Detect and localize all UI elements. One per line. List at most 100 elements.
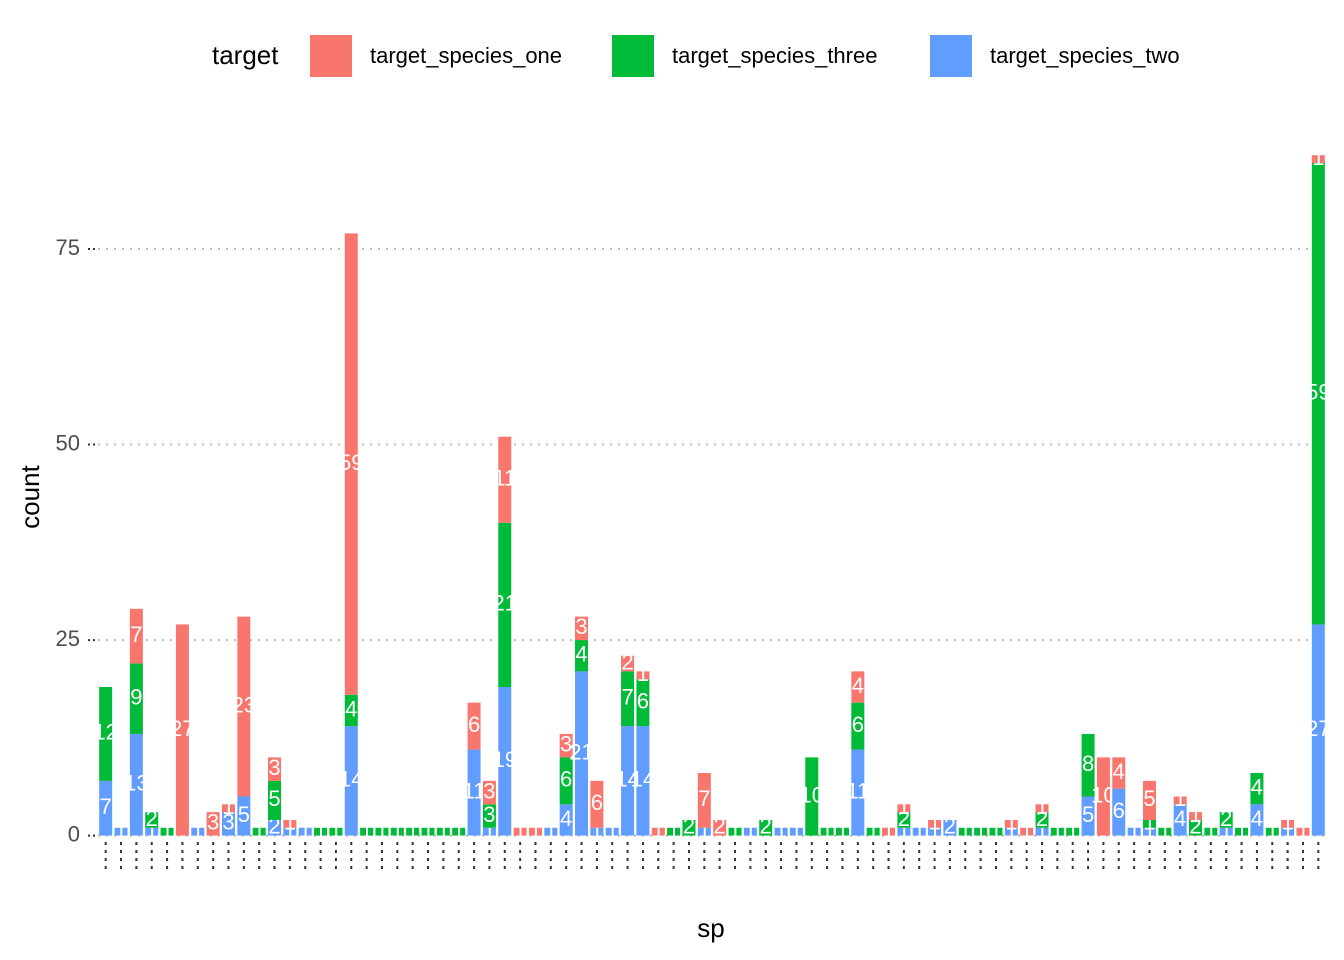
bar-segment: [713, 819, 727, 836]
bar-segment: [467, 749, 481, 836]
data-label: 7: [100, 794, 112, 819]
legend-title: target: [212, 40, 279, 70]
data-label: 2: [760, 814, 772, 839]
bar-segment: [268, 757, 282, 781]
data-label: 1: [115, 817, 127, 842]
y-tick-label: 25: [56, 626, 80, 651]
bar-segment: [1020, 827, 1034, 836]
data-label: 11: [493, 466, 516, 491]
bar-segment: [1281, 819, 1295, 828]
bar-segment: [344, 694, 358, 727]
data-label: 1: [1297, 817, 1309, 842]
data-label: 6: [1113, 798, 1125, 823]
bar-segment: [1265, 827, 1279, 836]
y-tick-label: 0: [68, 821, 80, 846]
data-label: 27: [1306, 716, 1330, 741]
data-label: 1: [1205, 817, 1217, 842]
data-label: 59: [339, 450, 363, 475]
bar-segment: [1142, 827, 1156, 836]
data-label: 6: [637, 688, 649, 713]
bar-segment: [1296, 827, 1310, 836]
bar-segment: [1189, 812, 1203, 820]
bar-segment: [974, 827, 988, 836]
bar-segment: [482, 780, 496, 805]
bar-segment: [958, 827, 972, 836]
data-label: 10: [1091, 782, 1115, 807]
bar-segment: [1035, 812, 1049, 828]
bar-segment: [436, 827, 450, 836]
bar-segment: [298, 827, 312, 836]
bar-segment: [820, 827, 834, 836]
bar-segment: [1142, 819, 1156, 828]
data-label: 5: [268, 786, 280, 811]
data-label: 1: [545, 817, 557, 842]
data-label: 4: [1174, 806, 1186, 831]
bar-segment: [1219, 812, 1233, 828]
data-label: 19: [493, 747, 517, 772]
data-label: 11: [463, 778, 486, 803]
bar-segment: [129, 733, 143, 836]
data-label: 6: [852, 712, 864, 737]
data-label: 4: [575, 642, 587, 667]
data-label: 1: [1021, 817, 1033, 842]
data-label: 1: [821, 817, 833, 842]
bar-segment: [636, 726, 650, 836]
bar-segment: [1035, 827, 1049, 836]
bar-segment: [759, 819, 773, 836]
data-label: 1: [652, 817, 664, 842]
bar-segment: [467, 702, 481, 750]
bar-segment: [697, 773, 711, 828]
bar-segment: [1204, 827, 1218, 836]
bar-segment: [237, 796, 251, 836]
data-label: 13: [124, 771, 148, 796]
data-label: 1: [606, 817, 618, 842]
data-label: 14: [339, 767, 363, 792]
bar-segment: [590, 780, 604, 828]
bar-segment: [145, 812, 159, 828]
data-label: 1: [975, 817, 987, 842]
bar-segment: [129, 608, 143, 664]
data-label: 1: [330, 817, 342, 842]
y-tick-label: 50: [56, 430, 80, 455]
legend-label: target_species_one: [370, 43, 562, 68]
legend-label: target_species_three: [672, 43, 877, 68]
data-label: 1: [867, 817, 879, 842]
bar-segment: [544, 827, 558, 836]
bar-segment: [375, 827, 389, 836]
bar-segment: [268, 780, 282, 820]
bar-segment: [1112, 788, 1126, 836]
data-label: 1: [437, 817, 449, 842]
data-label: 5: [238, 802, 250, 827]
data-label: 9: [130, 685, 142, 710]
data-label: 4: [1113, 759, 1125, 784]
data-label: 1: [453, 817, 465, 842]
bar-segment: [559, 733, 573, 758]
legend-swatch: [310, 35, 352, 77]
bar-segment: [1004, 819, 1018, 828]
data-label: 4: [560, 806, 572, 831]
bar-segment: [191, 827, 205, 836]
data-label: 1: [1189, 802, 1201, 827]
bar-segment: [160, 827, 174, 836]
data-label: 11: [846, 778, 869, 803]
bar-segment: [1311, 624, 1325, 836]
data-label: 12: [93, 720, 117, 745]
bar-segment: [805, 757, 819, 836]
bar-segment: [1281, 827, 1295, 836]
bar-segment: [1066, 827, 1080, 836]
data-label: 1: [1266, 817, 1278, 842]
bar-segment: [498, 686, 512, 836]
data-label: 1: [836, 817, 848, 842]
bar-segment: [1004, 827, 1018, 836]
bar-segment: [559, 804, 573, 836]
data-label: 1: [928, 810, 940, 835]
bar-segment: [636, 671, 650, 680]
bar-segment: [421, 827, 435, 836]
bar-segment: [1081, 796, 1095, 836]
data-label: 1: [314, 817, 326, 842]
bar-segment: [835, 827, 849, 836]
bar-segment: [452, 827, 466, 836]
data-label: 21: [569, 739, 593, 764]
bar-segment: [912, 827, 926, 836]
data-label: 3: [560, 731, 572, 756]
